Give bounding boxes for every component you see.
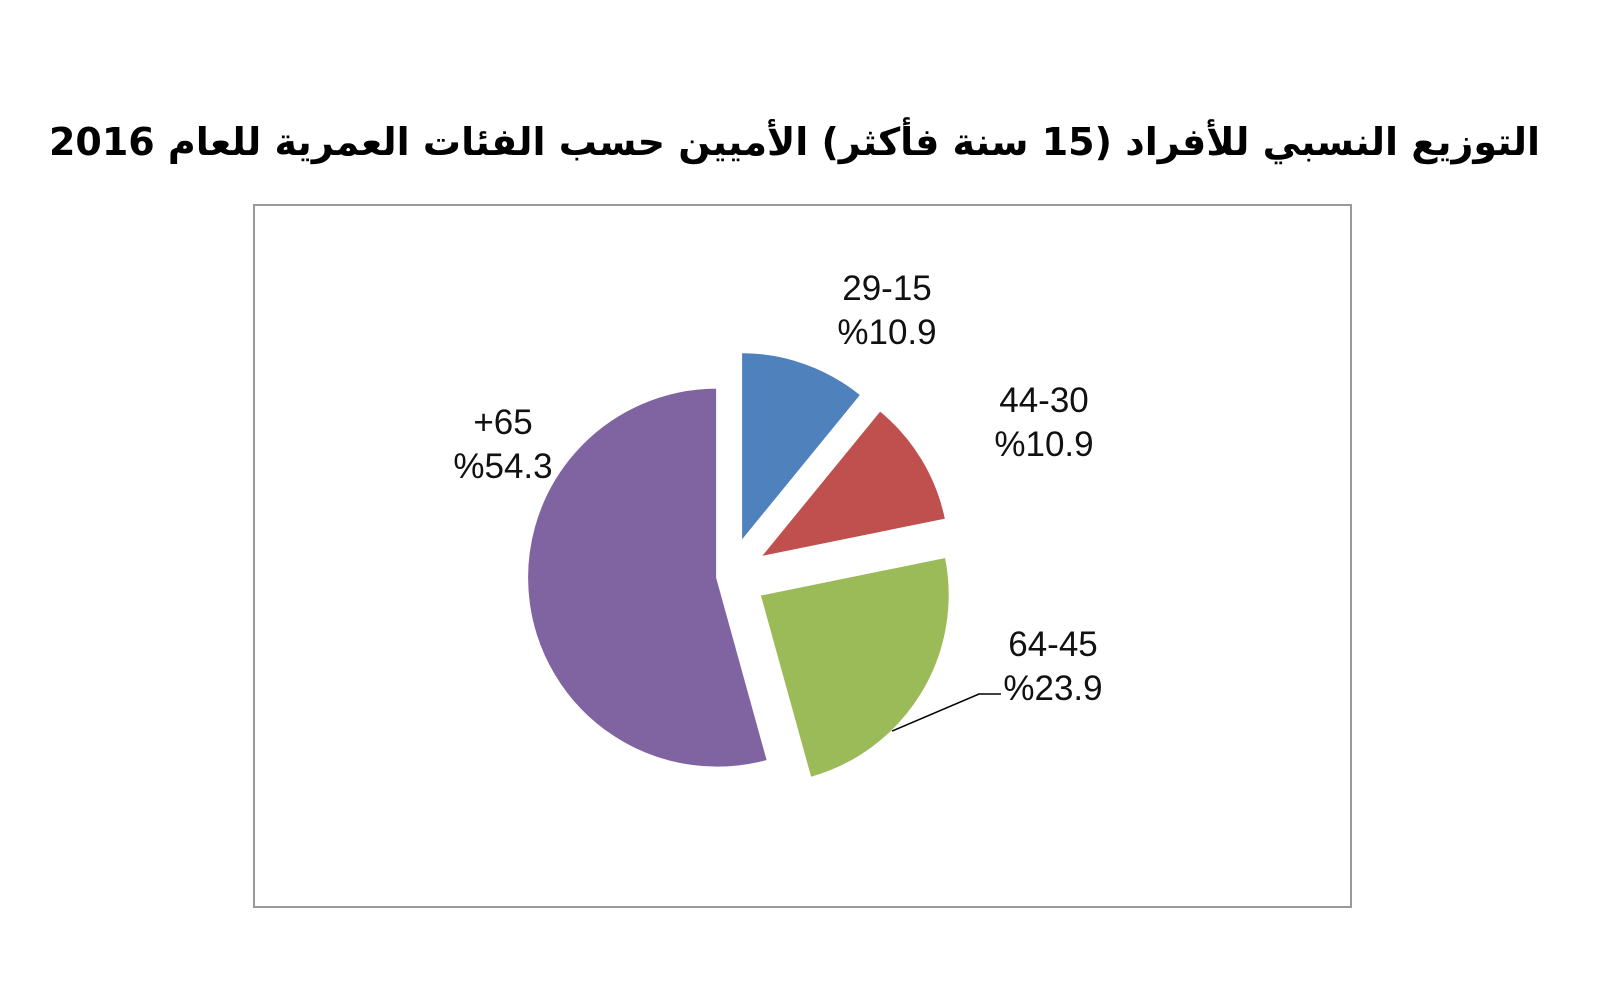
slice-category-label: +65 xyxy=(473,403,532,442)
chart-frame: 29-15 %10.9 44-30 %10.9 64-45 %23.9 +65 %54.3 xyxy=(253,204,1352,908)
slice-value-label: %23.9 xyxy=(1003,669,1102,708)
pie-chart: 29-15 %10.9 44-30 %10.9 64-45 %23.9 +65 %54.3 xyxy=(453,269,1103,780)
slice-value-label: %10.9 xyxy=(837,313,936,352)
pie-slice-65 xyxy=(526,386,770,769)
slice-category-label: 29-15 xyxy=(842,269,932,308)
pie-slice-44-30 xyxy=(757,408,948,559)
pie-slice-29-15 xyxy=(740,351,863,545)
slice-category-label: 64-45 xyxy=(1008,625,1098,664)
leader-line xyxy=(891,693,1001,732)
slice-value-label: %10.9 xyxy=(994,425,1093,464)
pie-slice-64-45 xyxy=(758,555,951,780)
slice-value-label: %54.3 xyxy=(453,447,552,486)
slice-category-label: 44-30 xyxy=(999,381,1089,420)
chart-title: التوزيع النسبي للأفراد (15 سنة فأكثر) ال… xyxy=(48,120,1540,164)
